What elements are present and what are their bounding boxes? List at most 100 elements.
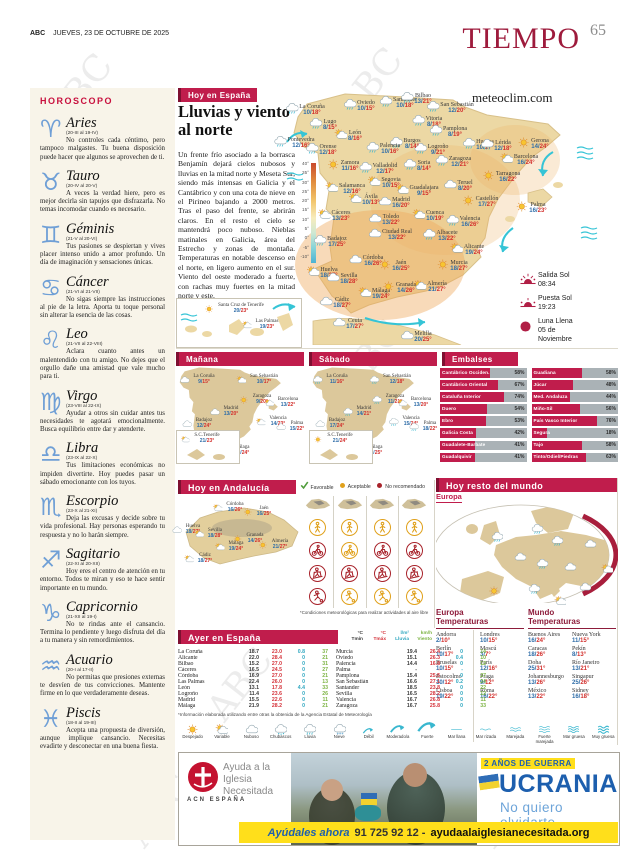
horoscope-entry-capricornio: ♑ Capricornio (21-XII al 19-I) No te rin… <box>40 600 165 646</box>
reservoir-percent: 42% <box>514 430 525 437</box>
city-temps: 17/27° <box>478 202 496 208</box>
map-city-m-laga: Málaga 19/24° <box>215 541 244 552</box>
city-temps: 21/27° <box>272 544 288 550</box>
weather-icon-rain <box>414 142 428 159</box>
map-city-la-coru-a: La Coruña 9/15° <box>180 374 215 385</box>
world-city-name: Londres <box>480 632 500 639</box>
horoscope-entry-g-minis: ♊ Géminis (21-V al 20-VI) Tus pasiones s… <box>40 222 165 268</box>
map-city-barcelona: Barcelona 16/24° <box>500 152 538 166</box>
sunrise-icon <box>520 272 538 291</box>
canary-islands-inset: Santa Cruz de Tenerife 20/23° Las Palmas 19… <box>176 298 302 348</box>
weather-icon-cloud <box>584 536 597 554</box>
zodiac-dates: (23-X al 21-XI) <box>66 509 98 515</box>
weather-icon-rain <box>343 404 353 421</box>
temps-cell-londres: Londres 10/15° <box>480 632 524 644</box>
city-name: Barcelona <box>277 397 299 402</box>
city-name: San Sebastián <box>440 102 474 108</box>
temps-cell-m-xico: México 13/22° <box>528 688 572 700</box>
weather-icon-psun <box>367 175 382 192</box>
city-temps: 12/18° <box>494 146 512 152</box>
city-name: Palma <box>423 421 437 426</box>
world-city-temps: 13/21° <box>572 666 590 673</box>
reservoir-bar-pa-s-vasco-interior: País Vasco Interior 76% <box>531 416 618 426</box>
temps-row: Caracas 18/26° Pekín 8/13° <box>528 646 616 658</box>
acn-panel: Ayuda a la Iglesia Necesitada ACN ESPAÑA <box>179 753 291 845</box>
world-city-name: Roma <box>480 688 495 695</box>
weather-icon-rain <box>389 136 403 153</box>
weather-icon-rain <box>531 521 544 539</box>
weather-icon-rain <box>435 154 449 171</box>
world-city-temps: 11/15° <box>572 638 590 645</box>
legend-icon-rain <box>295 722 324 735</box>
world-city-name: Río Janeiro <box>572 660 600 667</box>
temps-row: Doha 25/31° Río Janeiro 13/21° <box>528 660 616 672</box>
city-name: Ceuta <box>347 318 362 324</box>
rain-value: 0.2 <box>455 679 463 685</box>
map-city-badajoz: Badajoz 17/24° <box>315 418 345 429</box>
city-temps: 8/20° <box>457 186 473 192</box>
scale-tick: 20° <box>302 198 309 204</box>
zodiac-icon-leo: ♌ <box>40 327 62 355</box>
weather-icon-sun <box>233 531 243 548</box>
map-city-orense: Orense 12/18° <box>306 143 337 156</box>
city-name: Zaragoza <box>448 156 472 162</box>
zodiac-text: Acepta una propuesta de diversión, aunqu… <box>40 726 165 751</box>
city-temps: 10/17° <box>256 379 272 385</box>
tmin-value: 18.7 <box>248 649 259 655</box>
reservoir-percent: 76% <box>605 417 616 424</box>
reservoir-percent: 41% <box>514 454 525 461</box>
zodiac-dates: (23-VIII al 22-IX) <box>66 403 102 409</box>
wind-value: 26 <box>322 691 328 697</box>
ukraine-panel: 2 AÑOS DE GUERRA UCRANIA No quiero olvid… <box>477 753 619 830</box>
symbol-legend-despejado: Despejado <box>178 722 207 744</box>
rain-value: 0 <box>460 703 463 709</box>
badge-embalses: Embalses <box>442 352 518 366</box>
reservoir-name: Júcar <box>533 381 547 387</box>
world-temps-subtitle: Temperaturas <box>528 617 581 627</box>
city-temps: 12/16° <box>292 143 310 149</box>
legend-icon-sun <box>178 722 207 735</box>
temps-cell-johannesburgo: Johannesburgo 13/26° <box>528 674 572 686</box>
legend-icon-psun <box>207 722 236 735</box>
symbol-legend-mar-rizada: Mar rizada <box>471 722 500 744</box>
map-city-l-rida: Lérida 12/18° <box>481 139 512 152</box>
scale-tick: 10° <box>302 216 309 222</box>
tmin-value: 21.9 <box>248 703 259 709</box>
activity-legend: Favorable Aceptable No recomendado <box>300 481 432 491</box>
ayer-row-palencia: Palencia 14.4 16.8 0 12 <box>336 661 488 667</box>
world-city-name: París <box>480 660 492 667</box>
reservoir-name: Med. Andaluza <box>533 393 568 399</box>
weather-icon-sun <box>462 194 475 211</box>
legend-label: Marejada <box>506 734 525 739</box>
horoscope-entry-c-ncer: ♋ Cáncer (21-VI al 21-VII) No sigas siem… <box>40 275 165 321</box>
page-number: 65 <box>590 22 606 39</box>
weather-icon-sun <box>378 258 391 275</box>
column-rule <box>434 480 435 628</box>
weather-icon-rain <box>446 214 460 231</box>
city-temps: 10/13° <box>362 200 380 206</box>
map-city-madrid: Madrid 13/20° <box>210 406 238 417</box>
city-temps: 9/20° <box>256 399 268 405</box>
weather-icon-psun <box>184 551 195 568</box>
city-name: Cuenca <box>426 210 444 216</box>
city-temps: 18/28° <box>340 279 358 285</box>
world-city-temps: 8/13° <box>572 652 587 659</box>
zodiac-icon-tauro: ♉ <box>40 168 62 196</box>
column-rule <box>473 630 474 742</box>
map-city-ja-n: Jaén 16/25° <box>379 259 410 272</box>
station-name: La Coruña <box>178 649 203 655</box>
city-temps: 10/15° <box>357 106 375 112</box>
region-shape <box>402 498 427 510</box>
city-temps: 13/22° <box>388 235 406 241</box>
city-name: San Sebastián <box>383 374 411 379</box>
activity-walk-status-aceptable <box>405 519 423 536</box>
symbol-legend-moderado-a: Moderado/a <box>383 722 412 744</box>
tmax-value: 23.8 <box>429 685 440 691</box>
map-city-oviedo: Oviedo 10/15° <box>344 99 375 112</box>
map-city-logro-o: Logroño 9/21° <box>414 143 448 156</box>
city-name: Salamanca <box>339 183 365 189</box>
ayer-table-right: Murcia 19.4 26.4 0 14 Oviedo 15.1 26.3 0.4 10 Pale… <box>336 649 488 709</box>
map-city--vila: Ávila 10/13° <box>348 192 380 206</box>
weather-icon-psun <box>413 279 428 296</box>
world-city-temps: 18/26° <box>528 652 546 659</box>
